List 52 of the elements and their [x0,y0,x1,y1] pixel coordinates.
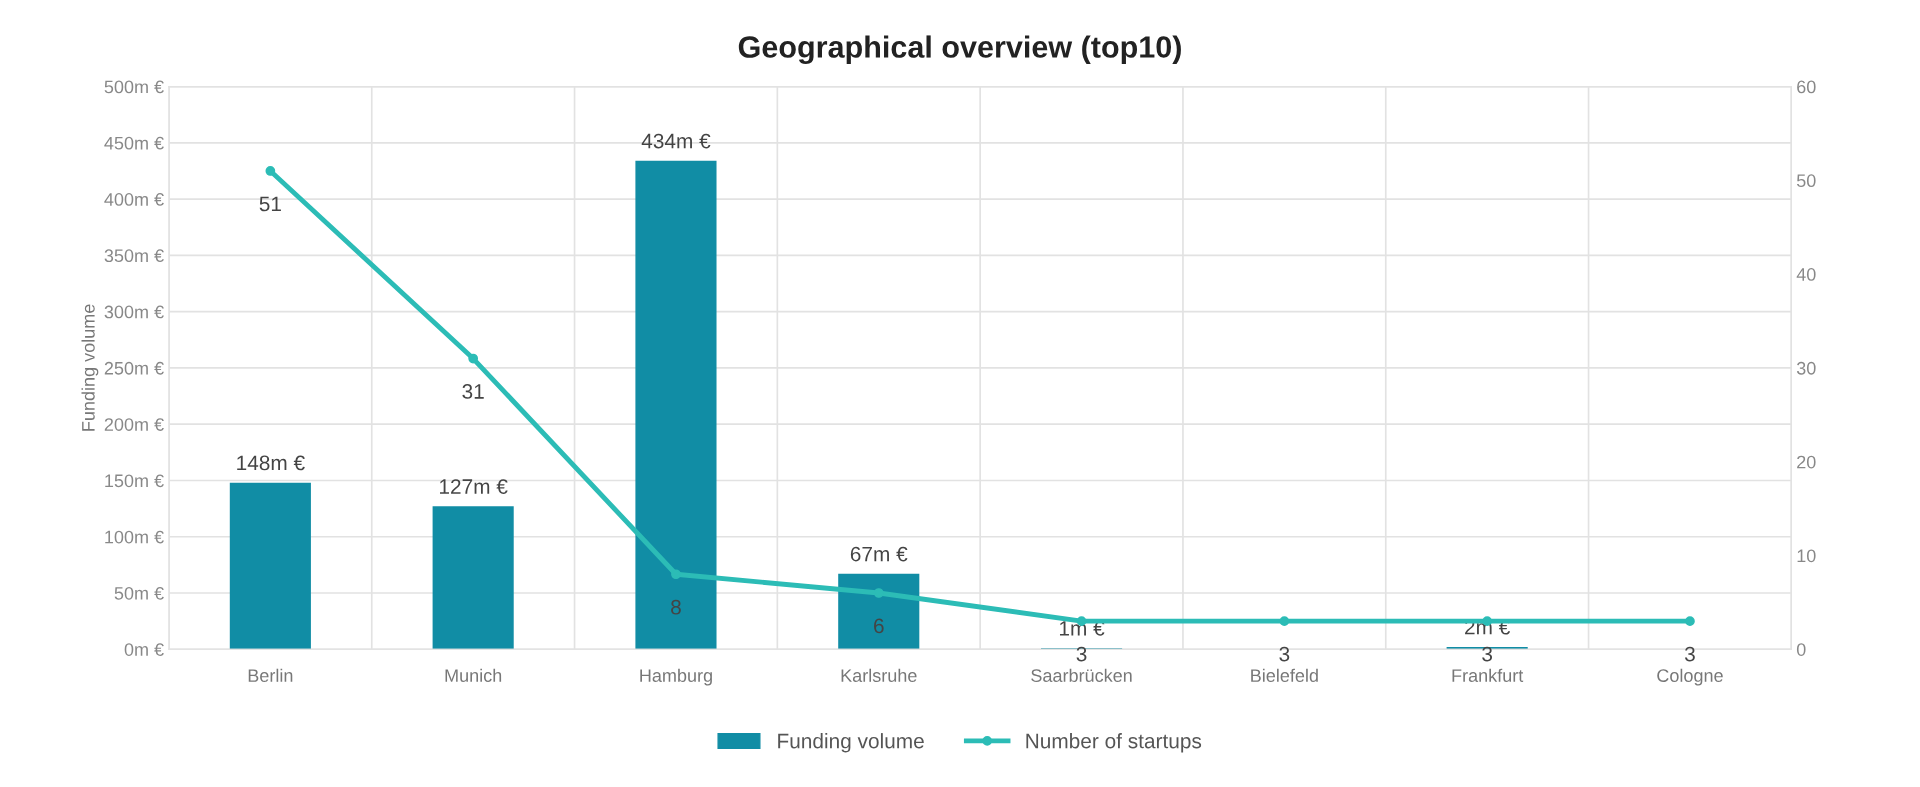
y-tick-label: 0m € [124,643,164,656]
x-tick-label: Karlsruhe [841,668,917,682]
y-axis-title: Funding volume [81,304,99,431]
y2-tick-label: 10 [1797,549,1816,563]
point [1685,616,1695,627]
bar [635,160,717,650]
y2-tick-label: 30 [1796,361,1816,375]
data-label: 434m € [641,133,711,149]
y2-tick-label: 50 [1796,174,1816,188]
legend-label: Number of startups [1026,733,1202,753]
y2-tick-label: 20 [1797,455,1816,469]
point [671,569,681,580]
y2-tick-label: 40 [1796,268,1816,281]
y-tick-label: 50m € [114,586,164,600]
point [1279,616,1290,627]
y-tick-label: 100m € [105,530,164,544]
y-tick-label: 200m € [104,418,164,431]
y-tick-label: 400m € [104,193,164,206]
bar [229,482,311,650]
data-label: 3 [1482,646,1493,662]
data-label: 3 [1279,646,1290,662]
data-label: 67m € [850,546,908,562]
x-tick-label: Cologne [1657,668,1723,686]
x-tick-label: Munich [445,668,502,682]
chart-title: Geographical overview (top10) [738,35,1181,65]
y-tick-label: 150m € [105,474,164,488]
data-label: 127m € [440,479,508,494]
y-tick-label: 300m € [104,305,164,319]
data-label: 51 [259,196,281,212]
x-tick-label: Frankfurt [1452,668,1524,682]
y2-tick-label: 60 [1797,80,1816,94]
data-label: 3 [1684,646,1695,662]
y-tick-label: 250m € [104,361,164,375]
point [468,353,479,364]
data-label: 31 [462,384,484,399]
y2-tick-label: 0 [1796,643,1806,656]
data-label: 148m € [237,455,305,471]
y-tick-label: 500m € [104,80,164,94]
data-label: 6 [874,618,884,634]
legend-label: Funding volume [778,733,924,753]
x-tick-label: Hamburg [640,668,712,686]
bar [838,573,920,650]
x-tick-label: Saarbrücken [1031,668,1132,682]
x-tick-label: Bielefeld [1251,668,1318,682]
bar [432,506,514,650]
point [873,588,884,598]
point [265,166,276,176]
data-label: 8 [671,599,681,615]
x-tick-label: Berlin [248,668,293,682]
y-tick-label: 350m € [104,249,164,263]
y-tick-label: 450m € [104,136,164,150]
data-label: 3 [1076,646,1087,662]
